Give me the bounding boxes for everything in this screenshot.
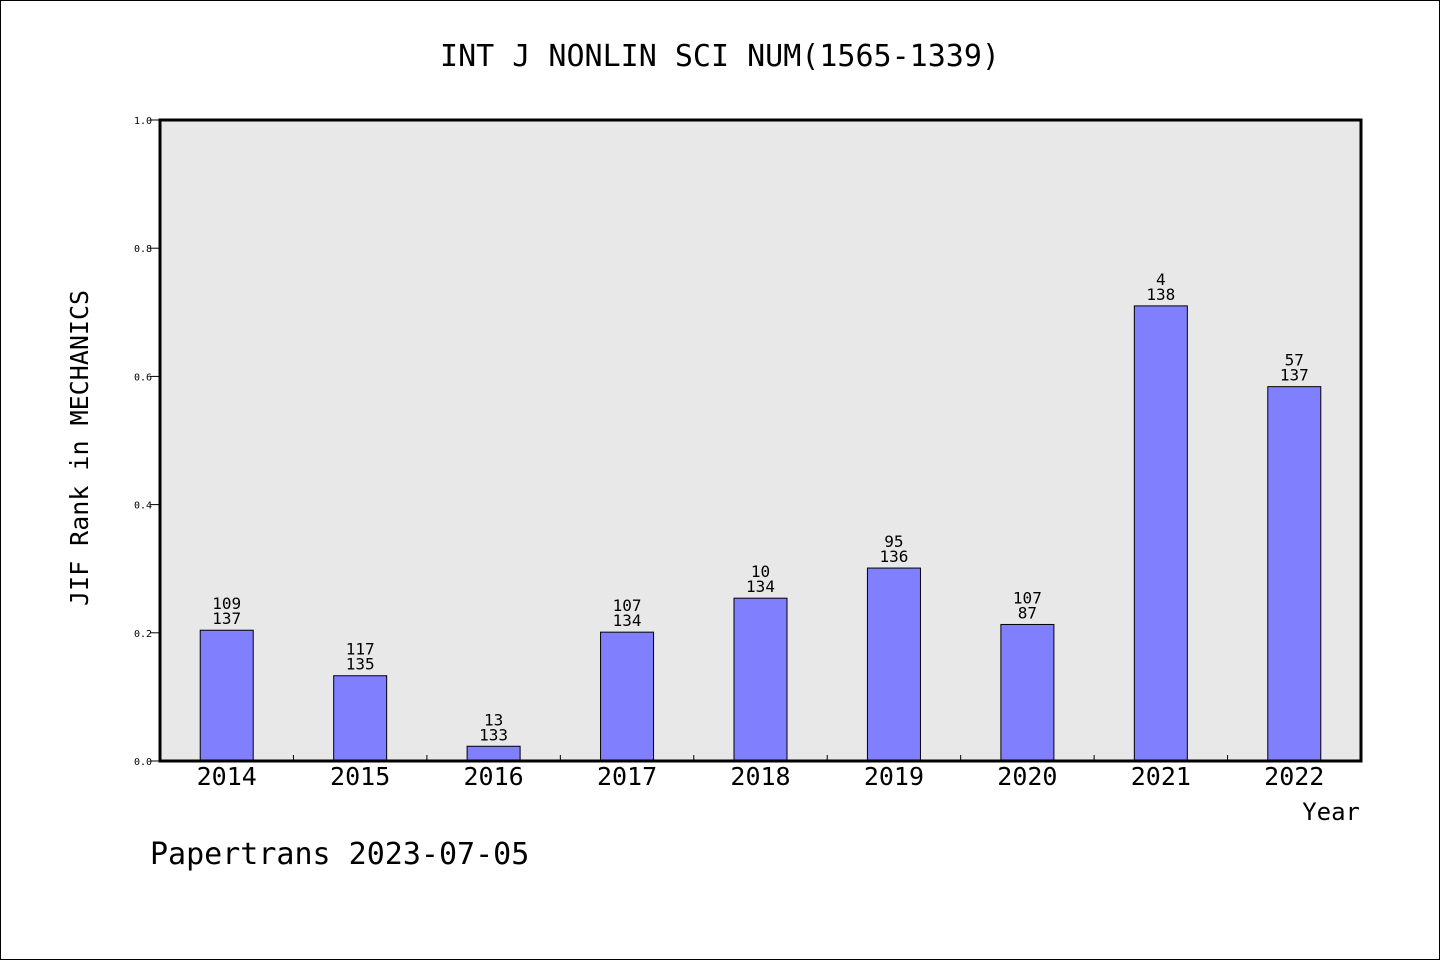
y-tick-label: 0.0 xyxy=(134,757,152,768)
x-tick-label-2014: 2014 xyxy=(197,762,257,791)
bar-2021 xyxy=(1133,305,1188,762)
footer-text: Papertrans 2023-07-05 xyxy=(150,837,529,872)
x-tick-label-2018: 2018 xyxy=(730,762,790,791)
y-tick-label: 1.0 xyxy=(134,116,152,127)
y-tick-label: 0.8 xyxy=(134,244,152,255)
data-labels-group: 1091371171351313310713410134951361078741… xyxy=(212,270,1308,744)
x-tick-label-2020: 2020 xyxy=(997,762,1057,791)
data-label-top-2021: 4 xyxy=(1156,270,1166,289)
y-axis-label: JIF Rank in MECHANICS xyxy=(65,290,94,606)
data-label-bottom-2017: 134 xyxy=(613,611,642,630)
bar-2019 xyxy=(866,567,921,762)
bar-2015 xyxy=(333,675,388,762)
data-label-top-2015: 117 xyxy=(346,640,375,659)
data-label-bottom-2015: 135 xyxy=(346,655,375,674)
data-label-top-2022: 57 xyxy=(1285,351,1304,370)
x-tick-label-2021: 2021 xyxy=(1131,762,1191,791)
bar-2017 xyxy=(600,631,655,762)
chart-title: INT J NONLIN SCI NUM(1565-1339) xyxy=(440,39,1000,74)
plot-border xyxy=(158,118,1363,763)
x-tick-label-2022: 2022 xyxy=(1264,762,1324,791)
x-tick-label-2017: 2017 xyxy=(597,762,657,791)
data-label-top-2018: 10 xyxy=(751,562,770,581)
data-label-top-2016: 13 xyxy=(484,710,503,729)
data-label-top-2020: 107 xyxy=(1013,588,1042,607)
x-tick-label-2016: 2016 xyxy=(464,762,524,791)
data-label-bottom-2021: 138 xyxy=(1146,285,1175,304)
x-axis-label: Year xyxy=(1302,798,1360,826)
bar-2022 xyxy=(1267,386,1322,762)
y-tick-label: 0.2 xyxy=(134,629,152,640)
bar-2016 xyxy=(466,745,521,762)
data-label-bottom-2018: 134 xyxy=(746,577,775,596)
y-tick-label: 0.4 xyxy=(134,501,152,512)
x-tick-label-2015: 2015 xyxy=(330,762,390,791)
data-label-top-2017: 107 xyxy=(613,596,642,615)
data-label-bottom-2014: 137 xyxy=(212,609,241,628)
data-label-bottom-2020: 87 xyxy=(1018,603,1037,622)
bar-2014 xyxy=(199,629,254,762)
data-label-top-2014: 109 xyxy=(212,594,241,613)
bar-2020 xyxy=(1000,623,1055,762)
data-label-bottom-2022: 137 xyxy=(1280,366,1309,385)
y-axis: 0.0 0.2 0.4 0.6 0.8 1.0 xyxy=(134,116,160,768)
data-label-bottom-2016: 133 xyxy=(479,725,508,744)
bar-2018 xyxy=(733,597,788,762)
y-tick-label: 0.6 xyxy=(134,372,152,383)
x-axis: 2014 2015 2016 2017 2018 2019 2020 2021 2022 xyxy=(197,755,1324,791)
data-label-bottom-2019: 136 xyxy=(879,547,908,566)
bars-group xyxy=(199,305,1322,762)
x-tick-label-2019: 2019 xyxy=(864,762,924,791)
data-label-top-2019: 95 xyxy=(884,532,903,551)
